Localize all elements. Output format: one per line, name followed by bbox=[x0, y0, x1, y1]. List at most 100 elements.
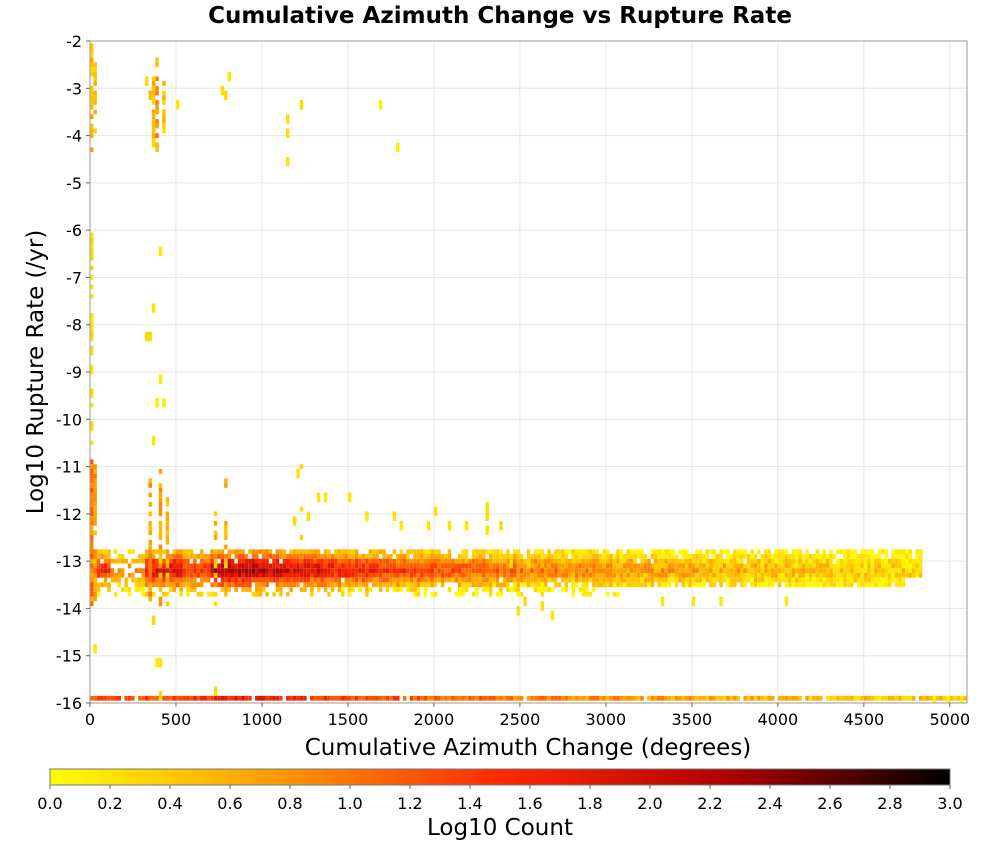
heatmap-cell bbox=[433, 506, 438, 512]
heatmap-cell bbox=[678, 568, 682, 573]
heatmap-cell bbox=[93, 76, 97, 82]
heatmap-cell bbox=[292, 568, 297, 573]
heatmap-cell bbox=[605, 577, 610, 583]
heatmap-cell bbox=[643, 563, 648, 569]
heatmap-cell bbox=[550, 587, 555, 592]
heatmap-cell bbox=[90, 539, 94, 545]
heatmap-cell bbox=[564, 587, 569, 592]
heatmap-cell bbox=[599, 558, 603, 564]
heatmap-cell bbox=[554, 549, 558, 555]
heatmap-cell bbox=[286, 695, 290, 701]
heatmap-cell bbox=[279, 554, 283, 559]
heatmap-cell bbox=[760, 554, 765, 559]
heatmap-cell bbox=[891, 695, 895, 701]
heatmap-cell bbox=[550, 558, 555, 564]
heatmap-cell bbox=[819, 582, 823, 588]
heatmap-cell bbox=[846, 572, 851, 578]
heatmap-cell bbox=[513, 554, 517, 559]
heatmap-cell bbox=[495, 554, 500, 559]
heatmap-cell bbox=[812, 582, 816, 588]
heatmap-cell bbox=[186, 549, 190, 555]
heatmap-cell bbox=[712, 695, 716, 701]
heatmap-cell bbox=[822, 577, 826, 583]
heatmap-cell bbox=[709, 577, 713, 583]
heatmap-cell bbox=[440, 582, 445, 588]
heatmap-cell bbox=[165, 535, 170, 540]
heatmap-cell bbox=[151, 695, 156, 701]
heatmap-cell bbox=[272, 558, 276, 564]
heatmap-cell bbox=[337, 554, 342, 559]
heatmap-cell bbox=[258, 572, 262, 578]
heatmap-cell bbox=[798, 549, 802, 555]
heatmap-cell bbox=[310, 563, 314, 569]
heatmap-cell bbox=[832, 695, 837, 701]
heatmap-cell bbox=[764, 558, 768, 564]
heatmap-cell bbox=[261, 549, 266, 555]
heatmap-cell bbox=[808, 558, 813, 564]
chart-title: Cumulative Azimuth Change vs Rupture Rat… bbox=[208, 3, 792, 29]
heatmap-cell bbox=[753, 577, 758, 583]
heatmap-cell bbox=[93, 582, 97, 588]
heatmap-cell bbox=[447, 525, 452, 531]
heatmap-cell bbox=[660, 563, 665, 569]
heatmap-cell bbox=[609, 554, 613, 559]
heatmap-cell bbox=[458, 558, 462, 564]
heatmap-cell bbox=[100, 572, 104, 578]
heatmap-cell bbox=[90, 497, 94, 503]
heatmap-cell bbox=[911, 568, 916, 573]
heatmap-cell bbox=[440, 554, 445, 559]
heatmap-cell bbox=[392, 516, 397, 521]
heatmap-cell bbox=[526, 695, 531, 701]
heatmap-cell bbox=[389, 577, 393, 583]
heatmap-cell bbox=[815, 582, 820, 588]
heatmap-cell bbox=[231, 582, 235, 588]
heatmap-cell bbox=[698, 558, 703, 564]
heatmap-cell bbox=[860, 568, 864, 573]
heatmap-cell bbox=[671, 577, 675, 583]
heatmap-cell bbox=[767, 568, 771, 573]
heatmap-cell bbox=[850, 563, 854, 569]
heatmap-cell bbox=[767, 558, 771, 564]
heatmap-cell bbox=[354, 549, 359, 555]
heatmap-cell bbox=[200, 568, 204, 573]
heatmap-cell bbox=[461, 563, 465, 569]
heatmap-cell bbox=[740, 568, 744, 573]
heatmap-cell bbox=[151, 100, 156, 105]
heatmap-cell bbox=[619, 563, 624, 569]
heatmap-cell bbox=[770, 582, 775, 588]
heatmap-cell bbox=[894, 549, 899, 555]
heatmap-cell bbox=[151, 554, 156, 559]
heatmap-cell bbox=[781, 549, 785, 555]
heatmap-cell bbox=[647, 563, 651, 569]
heatmap-cell bbox=[423, 587, 428, 592]
heatmap-cell bbox=[781, 563, 785, 569]
heatmap-cell bbox=[599, 577, 603, 583]
heatmap-cell bbox=[757, 582, 761, 588]
heatmap-cell bbox=[90, 525, 94, 531]
heatmap-cell bbox=[684, 582, 689, 588]
heatmap-cell bbox=[801, 558, 806, 564]
heatmap-cell bbox=[712, 572, 716, 578]
heatmap-cell bbox=[320, 577, 324, 583]
heatmap-cell bbox=[182, 568, 187, 573]
heatmap-cell bbox=[908, 572, 912, 578]
heatmap-cell bbox=[492, 577, 496, 583]
heatmap-cell bbox=[162, 398, 166, 403]
heatmap-cell bbox=[795, 577, 799, 583]
heatmap-cell bbox=[186, 695, 190, 701]
heatmap-cell bbox=[671, 563, 675, 569]
colorbar-tick-label: 0.2 bbox=[97, 794, 122, 813]
heatmap-cell bbox=[898, 577, 902, 583]
heatmap-cell bbox=[468, 577, 472, 583]
heatmap-cell bbox=[430, 695, 434, 701]
heatmap-cell bbox=[90, 587, 94, 592]
heatmap-cell bbox=[574, 695, 579, 701]
heatmap-cell bbox=[660, 601, 665, 607]
heatmap-cell bbox=[605, 563, 610, 569]
heatmap-cell bbox=[746, 695, 751, 701]
heatmap-cell bbox=[760, 558, 765, 564]
heatmap-cell bbox=[568, 563, 572, 569]
heatmap-cell bbox=[292, 554, 297, 559]
heatmap-cell bbox=[540, 587, 544, 592]
heatmap-cell bbox=[911, 572, 916, 578]
